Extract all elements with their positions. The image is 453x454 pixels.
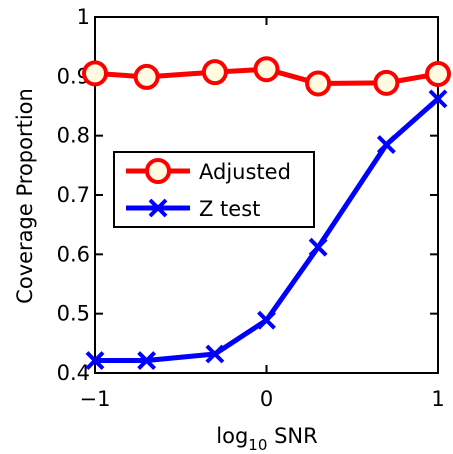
x-tick-label: 0 bbox=[260, 387, 273, 411]
legend-marker-adjusted bbox=[145, 158, 171, 184]
series-z-test bbox=[85, 89, 448, 370]
legend-symbol-z-test bbox=[126, 198, 190, 218]
data-point-adjusted bbox=[133, 63, 160, 90]
data-point-z-test bbox=[257, 310, 276, 330]
data-point-adjusted bbox=[253, 56, 280, 83]
y-tick-label: 0.7 bbox=[57, 183, 90, 207]
data-point-adjusted bbox=[373, 69, 400, 96]
legend-marker-z-test bbox=[148, 198, 168, 218]
x-axis-label: log10 SNR bbox=[216, 424, 317, 454]
legend: Adjusted Z test bbox=[113, 151, 315, 228]
y-tick-label: 0.4 bbox=[57, 361, 90, 385]
legend-symbol-adjusted bbox=[126, 158, 190, 184]
y-tick-label: 0.6 bbox=[57, 242, 90, 266]
legend-label-adjusted: Adjusted bbox=[199, 160, 291, 184]
data-point-z-test bbox=[137, 351, 157, 370]
series-adjusted bbox=[82, 56, 451, 97]
y-tick-label: 0.8 bbox=[57, 124, 90, 148]
data-point-adjusted bbox=[201, 59, 228, 86]
y-tick-label: 0.5 bbox=[57, 302, 90, 326]
x-tick-label: −1 bbox=[80, 387, 111, 411]
legend-label-z-test: Z test bbox=[199, 197, 260, 221]
x-axis-label-base: log bbox=[216, 424, 248, 448]
x-axis-label-rest: SNR bbox=[267, 424, 317, 448]
data-point-z-test bbox=[428, 89, 448, 109]
y-tick-label: 1 bbox=[77, 5, 90, 29]
x-axis-label-subscript: 10 bbox=[248, 436, 267, 454]
data-point-adjusted bbox=[82, 60, 108, 87]
data-point-adjusted bbox=[425, 60, 451, 87]
data-point-z-test bbox=[308, 237, 328, 257]
series-layer bbox=[82, 56, 451, 370]
x-tick-label: 1 bbox=[431, 387, 444, 411]
data-point-z-test bbox=[85, 351, 105, 370]
data-point-z-test bbox=[205, 344, 225, 364]
y-axis-label: Coverage Proportion bbox=[13, 88, 37, 304]
data-point-z-test bbox=[376, 135, 396, 154]
axes: 0.40.50.60.70.80.91−1 0 1 bbox=[57, 5, 445, 411]
data-point-adjusted bbox=[305, 70, 332, 97]
